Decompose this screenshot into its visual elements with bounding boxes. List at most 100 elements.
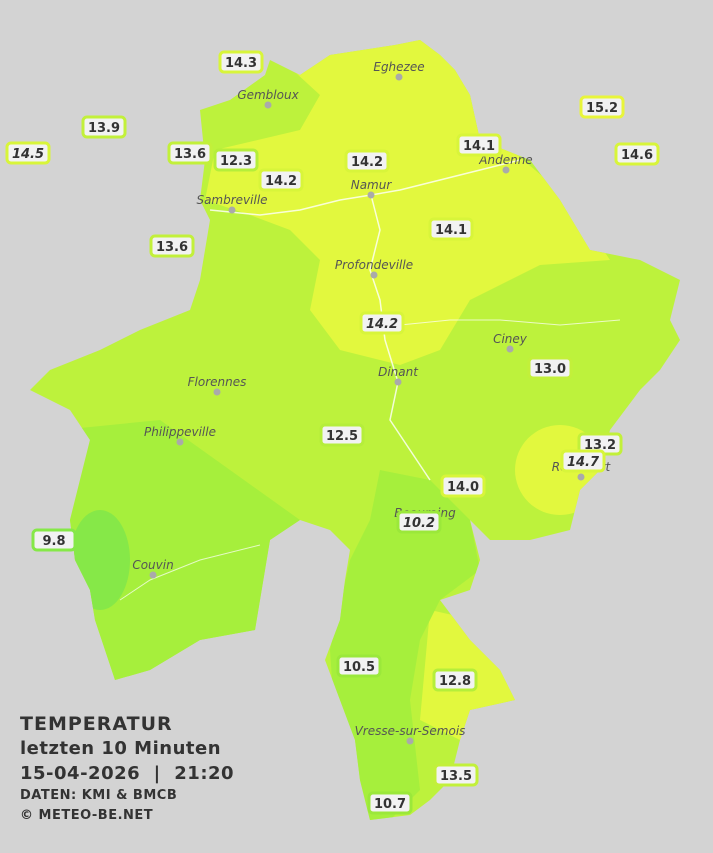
station-value: 13.5 bbox=[440, 769, 472, 784]
station: 13.6 bbox=[167, 141, 213, 165]
station: 9.8 bbox=[31, 528, 77, 552]
station-box bbox=[359, 311, 405, 335]
station-value: 13.6 bbox=[174, 147, 206, 162]
station-value: 14.2 bbox=[351, 155, 383, 170]
river bbox=[119, 544, 261, 601]
station: 13.0 bbox=[527, 356, 573, 380]
station-value: 14.2 bbox=[265, 174, 297, 189]
station-value: 10.5 bbox=[343, 660, 375, 675]
station-value: 13.2 bbox=[584, 438, 616, 453]
place-dot bbox=[367, 191, 375, 199]
timestamp: 15-04-2026 | 21:20 bbox=[20, 763, 235, 784]
station: 14.1 bbox=[428, 217, 474, 241]
station: 12.5 bbox=[319, 423, 365, 447]
station: 10.2 bbox=[396, 510, 442, 534]
place-label: Philippeville bbox=[144, 425, 216, 439]
station: 14.3 bbox=[218, 50, 264, 74]
station-box bbox=[456, 133, 502, 157]
station-value: 10.2 bbox=[403, 516, 435, 531]
place-dot bbox=[406, 737, 414, 745]
station-box bbox=[336, 654, 382, 678]
station: 15.2 bbox=[579, 95, 625, 119]
station-box bbox=[432, 668, 478, 692]
station-value: 13.9 bbox=[88, 121, 120, 136]
station-box bbox=[149, 234, 195, 258]
station: 14.2 bbox=[344, 149, 390, 173]
subtitle: letzten 10 Minuten bbox=[20, 738, 222, 759]
stations: 14.3 13.9 14.5 13.6 12.3 14.2 14.2 14.1 15.2 14.6… bbox=[5, 50, 660, 815]
station: 10.5 bbox=[336, 654, 382, 678]
title: TEMPERATUR bbox=[20, 713, 173, 735]
station: 13.6 bbox=[149, 234, 195, 258]
station-box bbox=[5, 141, 51, 165]
station-box bbox=[213, 148, 259, 172]
station-box bbox=[527, 356, 573, 380]
station-value: 13.6 bbox=[156, 240, 188, 255]
station-box bbox=[440, 474, 486, 498]
station: 13.9 bbox=[81, 115, 127, 139]
place-dot bbox=[370, 271, 378, 279]
place-label: Sambreville bbox=[196, 193, 267, 207]
station: 14.1 bbox=[456, 133, 502, 157]
place-label: Vresse-sur-Semois bbox=[355, 724, 466, 738]
station-box bbox=[218, 50, 264, 74]
place-label: Eghezee bbox=[373, 60, 424, 74]
station: 12.3 bbox=[213, 148, 259, 172]
station: 10.7 bbox=[367, 791, 413, 815]
river bbox=[369, 194, 431, 481]
station-box bbox=[433, 763, 479, 787]
place-dot bbox=[394, 378, 402, 386]
place-dot bbox=[502, 166, 510, 174]
place-label: Dinant bbox=[378, 365, 419, 379]
station-value: 10.7 bbox=[374, 797, 406, 812]
station: 14.7 bbox=[560, 449, 606, 473]
station-value: 15.2 bbox=[586, 101, 618, 116]
station-value: 14.0 bbox=[447, 480, 479, 495]
station-box bbox=[428, 217, 474, 241]
place-label: Ciney bbox=[493, 332, 528, 346]
station-box bbox=[344, 149, 390, 173]
place-dot bbox=[149, 571, 157, 579]
station: 12.8 bbox=[432, 668, 478, 692]
station-box bbox=[319, 423, 365, 447]
station-box bbox=[367, 791, 413, 815]
station: 14.5 bbox=[5, 141, 51, 165]
station: 14.2 bbox=[359, 311, 405, 335]
station-value: 14.1 bbox=[463, 139, 495, 154]
station: 14.6 bbox=[614, 142, 660, 166]
station-box bbox=[258, 168, 304, 192]
credit: © METEO-BE.NET bbox=[20, 808, 154, 823]
station-box bbox=[396, 510, 442, 534]
station-value: 9.8 bbox=[42, 534, 65, 549]
zone-cool bbox=[60, 420, 300, 700]
station-value: 12.5 bbox=[326, 429, 358, 444]
station-value: 14.5 bbox=[12, 147, 44, 162]
credit: DATEN: KMI & BMCB bbox=[20, 788, 178, 803]
station: 14.2 bbox=[258, 168, 304, 192]
station-value: 12.3 bbox=[220, 154, 252, 169]
station-box bbox=[614, 142, 660, 166]
place-dot bbox=[213, 388, 221, 396]
station-value: 14.2 bbox=[366, 317, 398, 332]
place-label: Gembloux bbox=[237, 88, 299, 102]
station: 14.0 bbox=[440, 474, 486, 498]
place-label: Namur bbox=[351, 178, 393, 192]
place-dot bbox=[228, 206, 236, 214]
place-label: Couvin bbox=[132, 558, 173, 572]
station-box bbox=[167, 141, 213, 165]
station-value: 14.6 bbox=[621, 148, 653, 163]
zone-cool bbox=[330, 470, 480, 820]
place-dot bbox=[577, 473, 585, 481]
place-dot bbox=[506, 345, 514, 353]
place-label: Profondeville bbox=[335, 258, 413, 272]
title-block: TEMPERATUR letzten 10 Minuten 15-04-2026… bbox=[20, 712, 234, 826]
station-value: 14.1 bbox=[435, 223, 467, 238]
station-box bbox=[579, 95, 625, 119]
place-dot bbox=[264, 101, 272, 109]
station-box bbox=[81, 115, 127, 139]
place-dot bbox=[395, 73, 403, 81]
place-label: Florennes bbox=[188, 375, 247, 389]
station-value: 14.3 bbox=[225, 56, 257, 71]
